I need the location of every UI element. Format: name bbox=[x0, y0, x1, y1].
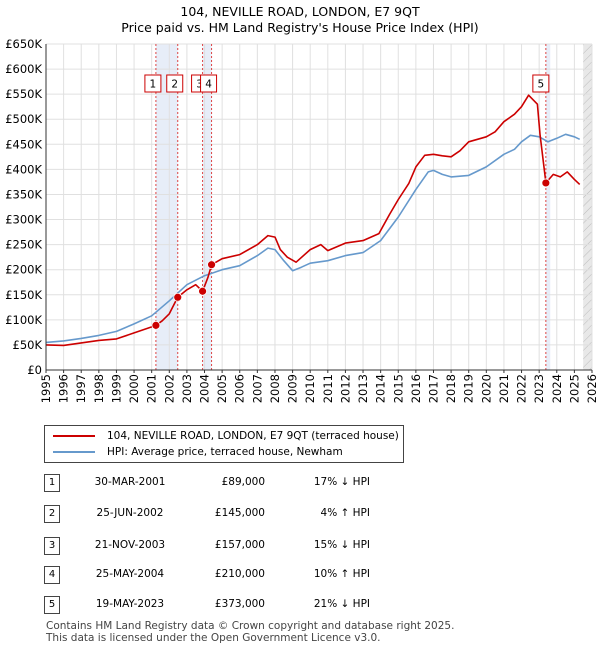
future-hatch bbox=[583, 44, 592, 370]
transaction-hpi: 21% ↓ HPI bbox=[313, 598, 370, 610]
x-tick-label: 1997 bbox=[74, 374, 88, 403]
x-tick-label: 2025 bbox=[567, 374, 581, 403]
x-tick-label: 2001 bbox=[145, 374, 159, 403]
y-tick-label: £150K bbox=[5, 288, 42, 302]
x-tick-label: 1996 bbox=[57, 374, 71, 403]
transaction-number: 3 bbox=[44, 537, 60, 555]
legend-line-property bbox=[53, 435, 95, 437]
sale-period-band bbox=[155, 44, 178, 370]
sale-point bbox=[207, 260, 216, 270]
transaction-number: 2 bbox=[44, 505, 60, 523]
y-tick-label: £550K bbox=[5, 87, 42, 101]
sale-period-band bbox=[545, 44, 551, 370]
y-tick-label: £200K bbox=[5, 263, 42, 277]
transaction-price: £373,000 bbox=[214, 598, 265, 610]
sale-point bbox=[541, 178, 551, 188]
x-tick-label: 2013 bbox=[356, 374, 370, 403]
plot-area bbox=[46, 44, 592, 370]
transaction-date: 19-MAY-2023 bbox=[95, 598, 165, 610]
x-tick-label: 2009 bbox=[286, 374, 300, 403]
transaction-date: 30-MAR-2001 bbox=[94, 476, 166, 488]
sale-point bbox=[198, 286, 207, 296]
y-tick-label: £250K bbox=[5, 238, 42, 252]
x-tick-label: 2003 bbox=[180, 374, 194, 403]
legend-label-hpi: HPI: Average price, terraced house, Newh… bbox=[107, 446, 343, 458]
transaction-date: 25-MAY-2004 bbox=[95, 568, 165, 580]
transaction-price: £157,000 bbox=[214, 539, 265, 551]
transaction-number: 4 bbox=[44, 566, 60, 584]
sale-label-box bbox=[144, 74, 162, 93]
legend: 104, NEVILLE ROAD, LONDON, E7 9QT (terra… bbox=[44, 425, 404, 463]
series-line-property bbox=[45, 94, 581, 347]
footer-copyright: Contains HM Land Registry data © Crown c… bbox=[46, 620, 455, 632]
sale-label-text: 2 bbox=[171, 79, 178, 91]
x-tick-label: 2010 bbox=[303, 374, 317, 403]
x-tick-label: 2014 bbox=[374, 374, 388, 403]
transaction-hpi: 15% ↓ HPI bbox=[313, 539, 370, 551]
sale-label-text: 4 bbox=[205, 79, 212, 91]
sale-period-band bbox=[202, 44, 212, 370]
transaction-price: £89,000 bbox=[221, 476, 265, 488]
y-tick-label: £500K bbox=[5, 112, 42, 126]
x-tick-label: 2004 bbox=[198, 374, 212, 403]
y-tick-label: £600K bbox=[5, 62, 42, 76]
transaction-price: £210,000 bbox=[214, 568, 265, 580]
x-tick-label: 2022 bbox=[515, 374, 529, 403]
x-tick-label: 2002 bbox=[162, 374, 176, 403]
y-tick-label: £350K bbox=[5, 187, 42, 201]
y-tick-label: £400K bbox=[5, 162, 42, 176]
transaction-number: 1 bbox=[44, 474, 60, 492]
legend-item-hpi: HPI: Average price, terraced house, Newh… bbox=[53, 445, 343, 459]
x-tick-label: 2020 bbox=[479, 374, 493, 403]
chart-title: 104, NEVILLE ROAD, LONDON, E7 9QT bbox=[180, 4, 420, 19]
y-tick-label: £50K bbox=[13, 338, 43, 352]
legend-item-property: 104, NEVILLE ROAD, LONDON, E7 9QT (terra… bbox=[53, 429, 399, 443]
transaction-hpi: 4% ↑ HPI bbox=[320, 507, 370, 519]
sale-label-text: 3 bbox=[196, 79, 203, 91]
sale-point bbox=[173, 292, 183, 302]
x-tick-label: 1998 bbox=[92, 374, 106, 403]
x-tick-label: 2007 bbox=[250, 374, 264, 403]
x-tick-label: 1995 bbox=[39, 374, 53, 403]
x-tick-label: 2023 bbox=[532, 374, 546, 403]
x-tick-label: 2000 bbox=[127, 374, 141, 403]
x-tick-label: 2019 bbox=[462, 374, 476, 403]
x-tick-label: 2016 bbox=[409, 374, 423, 403]
x-tick-label: 2008 bbox=[268, 374, 282, 403]
footer-license: This data is licensed under the Open Gov… bbox=[46, 632, 381, 644]
x-tick-label: 2005 bbox=[215, 374, 229, 403]
x-tick-label: 2017 bbox=[426, 374, 440, 403]
x-tick-label: 2024 bbox=[550, 374, 564, 403]
y-tick-label: £100K bbox=[5, 313, 42, 327]
sale-label-box bbox=[166, 74, 184, 93]
x-tick-label: 2011 bbox=[321, 374, 335, 403]
legend-label-property: 104, NEVILLE ROAD, LONDON, E7 9QT (terra… bbox=[107, 430, 399, 442]
transaction-number: 5 bbox=[44, 596, 60, 614]
transaction-price: £145,000 bbox=[214, 507, 265, 519]
transaction-date: 25-JUN-2002 bbox=[96, 507, 164, 519]
sale-label-text: 1 bbox=[150, 79, 157, 91]
sale-label-box bbox=[532, 74, 550, 93]
y-tick-label: £300K bbox=[5, 213, 42, 227]
transaction-date: 21-NOV-2003 bbox=[94, 539, 166, 551]
sale-label-box bbox=[200, 74, 218, 93]
x-tick-label: 2015 bbox=[391, 374, 405, 403]
sale-point bbox=[151, 320, 161, 330]
x-tick-label: 1999 bbox=[109, 374, 123, 403]
series-line-hpi bbox=[45, 133, 581, 344]
price-chart: 1 2 3 4 5 £0 £50K £100K £150K £200K £250K £300K £350… bbox=[5, 37, 599, 403]
x-tick-label: 2021 bbox=[497, 374, 511, 403]
sale-label-text: 5 bbox=[538, 79, 545, 91]
y-tick-label: £650K bbox=[5, 37, 42, 51]
legend-line-hpi bbox=[53, 451, 95, 453]
transaction-hpi: 17% ↓ HPI bbox=[313, 476, 370, 488]
x-tick-label: 2012 bbox=[338, 374, 352, 403]
chart-subtitle: Price paid vs. HM Land Registry's House … bbox=[121, 20, 479, 35]
x-tick-label: 2006 bbox=[233, 374, 247, 403]
transaction-hpi: 10% ↑ HPI bbox=[313, 568, 370, 580]
y-tick-label: £0 bbox=[27, 363, 42, 377]
y-tick-label: £450K bbox=[5, 137, 42, 151]
x-tick-label: 2018 bbox=[444, 374, 458, 403]
x-tick-label: 2026 bbox=[585, 374, 599, 403]
